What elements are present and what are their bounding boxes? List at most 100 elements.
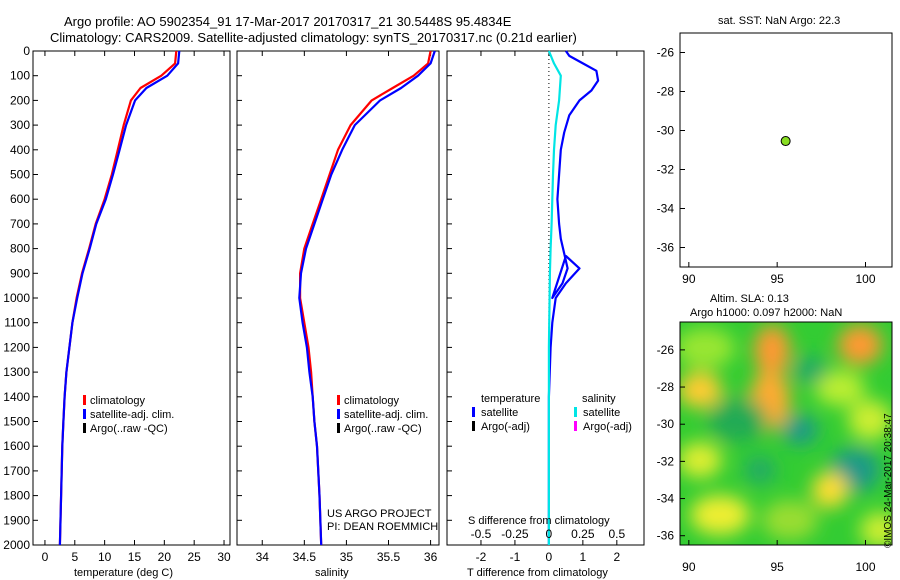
- legend-label: climatology: [90, 395, 146, 407]
- y-tick-label: 0: [23, 44, 30, 58]
- temperature-panel: [32, 50, 231, 546]
- y-tick-label: 700: [10, 217, 30, 231]
- x-tick-label: 95: [770, 560, 784, 574]
- t-difference-label: T difference from climatology: [467, 567, 608, 579]
- y-tick-label: 400: [10, 143, 30, 157]
- altimetry-heatmap: [680, 322, 892, 545]
- x-tick-label: 35: [340, 550, 354, 564]
- y-tick-label: -30: [657, 417, 675, 431]
- series-satellite-adj-clim-: [58, 50, 181, 546]
- legend-swatch: [574, 407, 577, 417]
- y-tick-label: 100: [10, 69, 30, 83]
- legend-label: Argo(..raw -QC): [90, 423, 168, 435]
- x-tick-label: 0: [546, 550, 553, 564]
- y-tick-label: 1000: [3, 291, 30, 305]
- y-tick-label: 800: [10, 242, 30, 256]
- temperature-xlabel: temperature (deg C): [74, 567, 173, 579]
- header-line1: Argo profile: AO 5902354_91 17-Mar-2017 …: [64, 14, 512, 29]
- legend-swatch: [83, 423, 86, 433]
- legend-label: Argo(-adj): [481, 421, 530, 433]
- y-tick-label: 1200: [3, 340, 30, 354]
- series-salinity-satellite: [547, 50, 562, 545]
- series-satellite-adj-clim-: [298, 50, 436, 546]
- x-tick-label: 36: [424, 550, 438, 564]
- series-temperature-satellite: [547, 50, 600, 545]
- y-tick-label: 2000: [3, 538, 30, 552]
- y-tick-label: 1900: [3, 513, 30, 527]
- y-tick-label: 1300: [3, 365, 30, 379]
- position-map-panel: [679, 32, 893, 268]
- legend-label: satellite: [583, 407, 620, 419]
- altimetry-title-2: Argo h1000: 0.097 h2000: NaN: [690, 307, 842, 319]
- x-tick-label: 30: [217, 550, 231, 564]
- s-tick-label: -0.5: [471, 527, 492, 541]
- y-tick-label: -30: [657, 124, 675, 138]
- x-tick-label: 2: [613, 550, 620, 564]
- y-tick-label: -28: [657, 380, 675, 394]
- x-tick-label: 10: [98, 550, 112, 564]
- altimetry-map-panel: [679, 321, 893, 546]
- position-map-title: sat. SST: NaN Argo: 22.3: [718, 15, 840, 27]
- legend-title-temperature: temperature: [481, 393, 540, 405]
- y-tick-label: -34: [657, 202, 675, 216]
- salinity-panel: [236, 50, 440, 546]
- x-tick-label: -1: [510, 550, 521, 564]
- legend-swatch: [337, 409, 340, 419]
- header-line2: Climatology: CARS2009. Satellite-adjuste…: [50, 30, 577, 45]
- legend-swatch: [83, 395, 86, 405]
- s-tick-label: -0.25: [501, 527, 529, 541]
- s-tick-label: 0: [546, 527, 553, 541]
- y-tick-label: 500: [10, 168, 30, 182]
- x-tick-label: 95: [770, 272, 784, 286]
- y-tick-label: -32: [657, 163, 675, 177]
- y-tick-label: 1100: [4, 316, 30, 330]
- legend-swatch: [472, 407, 475, 417]
- x-tick-label: 90: [682, 272, 696, 286]
- s-tick-label: 0.25: [571, 527, 595, 541]
- y-tick-label: 600: [10, 192, 30, 206]
- legend-swatch: [472, 421, 475, 431]
- argo-position-marker: [780, 136, 791, 147]
- legend-swatch: [574, 421, 577, 431]
- legend-label: satellite-adj. clim.: [90, 409, 174, 421]
- x-tick-label: 35.5: [377, 550, 401, 564]
- y-tick-label: -26: [657, 343, 675, 357]
- x-tick-label: 25: [188, 550, 202, 564]
- x-tick-label: 34.5: [293, 550, 317, 564]
- y-tick-label: 900: [10, 266, 30, 280]
- y-tick-label: -32: [657, 454, 675, 468]
- legend-label: satellite: [481, 407, 518, 419]
- x-tick-label: 34: [256, 550, 270, 564]
- y-tick-label: 1500: [3, 415, 30, 429]
- y-tick-label: 1700: [3, 464, 30, 478]
- x-tick-label: -2: [476, 550, 487, 564]
- legend-title-salinity: salinity: [582, 393, 616, 405]
- credit-text: ©IMOS 24-Mar-2017 20:38:47: [883, 413, 894, 548]
- x-tick-label: 20: [158, 550, 172, 564]
- s-difference-label: S difference from climatology: [468, 515, 610, 527]
- y-tick-label: -28: [657, 85, 675, 99]
- legend-swatch: [337, 423, 340, 433]
- legend-label: satellite-adj. clim.: [344, 409, 428, 421]
- altimetry-title-1: Altim. SLA: 0.13: [710, 293, 789, 305]
- x-tick-label: 0: [42, 550, 49, 564]
- x-tick-label: 15: [128, 550, 142, 564]
- legend-swatch: [337, 395, 340, 405]
- y-tick-label: 300: [10, 118, 30, 132]
- project-annotation: US ARGO PROJECT: [327, 508, 432, 520]
- y-tick-label: -36: [657, 241, 675, 255]
- legend-label: Argo(..raw -QC): [344, 423, 422, 435]
- s-tick-label: 0.5: [608, 527, 625, 541]
- x-tick-label: 5: [71, 550, 78, 564]
- difference-panel: [446, 50, 645, 546]
- y-tick-label: 1600: [3, 439, 30, 453]
- y-tick-label: -36: [657, 529, 675, 543]
- y-tick-label: 1800: [3, 489, 30, 503]
- legend-label: climatology: [344, 395, 400, 407]
- x-tick-label: 90: [682, 560, 696, 574]
- legend-swatch: [83, 409, 86, 419]
- legend-label: Argo(-adj): [583, 421, 632, 433]
- y-tick-label: 200: [10, 93, 30, 107]
- pi-annotation: PI: DEAN ROEMMICH: [327, 521, 438, 533]
- y-tick-label: 1400: [3, 390, 30, 404]
